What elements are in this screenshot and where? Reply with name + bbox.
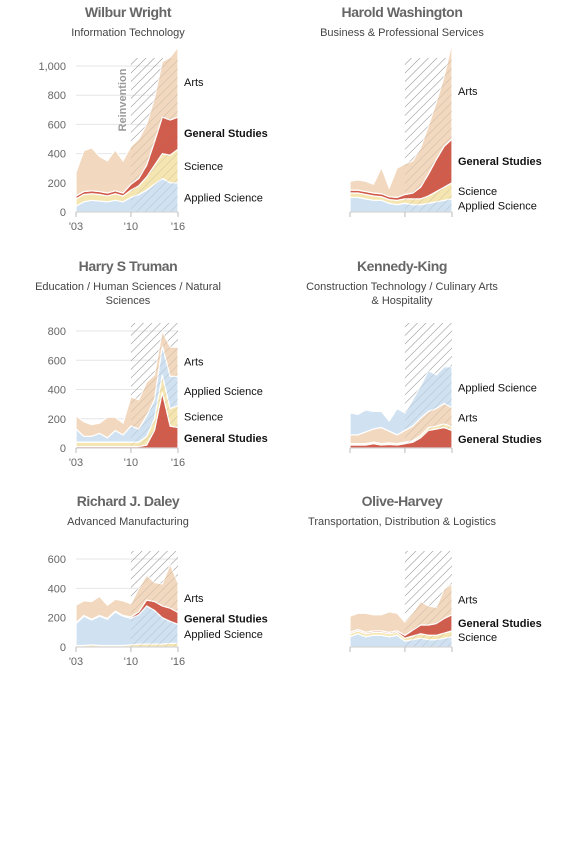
x-tick-label: '03: [69, 221, 83, 233]
y-tick-label: 200: [48, 178, 66, 190]
panel-kennedy-king: Kennedy-King Construction Technology / C…: [274, 254, 566, 489]
series-label-general-studies: General Studies: [184, 433, 268, 445]
series-label-arts: Arts: [184, 593, 204, 605]
series-label-applied-science: Applied Science: [184, 629, 263, 641]
area-chart: 0 200 400 600 800 '03 '10 '16 Arts Applied Scienc…: [0, 254, 292, 489]
x-tick-label: '10: [124, 221, 138, 233]
y-tick-label: 200: [48, 613, 66, 625]
y-tick-label: 200: [48, 414, 66, 426]
reinvention-hatch-overlay: [131, 551, 178, 647]
series-label-arts: Arts: [458, 412, 478, 424]
series-label-applied-science: Applied Science: [184, 386, 263, 398]
x-tick-label: '03: [69, 457, 83, 469]
x-tick-label: '10: [124, 457, 138, 469]
series-label-applied-science: Applied Science: [458, 200, 537, 212]
series-label-arts: Arts: [184, 77, 204, 89]
area-chart: 0 200 400 600 800 1,000 '03 '10 '16 Reinvention Ar…: [0, 0, 292, 235]
series-label-general-studies: General Studies: [458, 434, 542, 446]
area-chart: 0 200 400 600 '03 '10 '16 Arts General Studies Ap…: [0, 489, 292, 724]
y-tick-label: 800: [48, 326, 66, 338]
reinvention-hatch-overlay: [131, 58, 178, 212]
y-tick-label: 600: [48, 119, 66, 131]
series-label-applied-science: Applied Science: [458, 382, 537, 394]
series-label-general-studies: General Studies: [184, 128, 268, 140]
y-tick-label: 600: [48, 355, 66, 367]
panel-wilbur-wright: Wilbur Wright Information Technology 0 20…: [0, 0, 292, 235]
x-tick-label: '16: [171, 457, 185, 469]
y-tick-label: 0: [60, 642, 66, 654]
panel-harold-washington: Harold Washington Business & Professiona…: [274, 0, 566, 235]
y-tick-label: 400: [48, 583, 66, 595]
area-chart: Applied Science Arts General Studies: [274, 254, 566, 489]
x-tick-label: '03: [69, 656, 83, 668]
series-label-general-studies: General Studies: [184, 613, 268, 625]
reinvention-hatch-overlay: [405, 551, 452, 647]
reinvention-hatch-overlay: [131, 323, 178, 448]
area-chart: Arts General Studies Science Applied Scienc…: [274, 0, 566, 235]
series-label-arts: Arts: [458, 86, 478, 98]
series-label-applied-science: Applied Science: [184, 192, 263, 204]
area-chart: Arts General Studies Science: [274, 489, 566, 724]
y-tick-label: 0: [60, 443, 66, 455]
y-tick-label: 800: [48, 90, 66, 102]
x-tick-label: '16: [171, 656, 185, 668]
panel-harry-s-truman: Harry S Truman Education / Human Science…: [0, 254, 292, 489]
series-label-general-studies: General Studies: [458, 618, 542, 630]
y-tick-label: 400: [48, 149, 66, 161]
series-label-arts: Arts: [184, 357, 204, 369]
series-label-science: Science: [184, 161, 223, 173]
series-label-science: Science: [458, 632, 497, 644]
panel-richard-j-daley: Richard J. Daley Advanced Manufacturing …: [0, 489, 292, 724]
x-tick-label: '16: [171, 221, 185, 233]
reinvention-annotation: Reinvention: [117, 68, 129, 131]
series-label-science: Science: [184, 412, 223, 424]
y-tick-label: 0: [60, 207, 66, 219]
y-tick-label: 600: [48, 554, 66, 566]
y-tick-label: 1,000: [38, 61, 66, 73]
y-tick-label: 400: [48, 385, 66, 397]
panel-olive-harvey: Olive-Harvey Transportation, Distributio…: [274, 489, 566, 724]
x-tick-label: '10: [124, 656, 138, 668]
reinvention-hatch-overlay: [405, 58, 452, 212]
series-label-arts: Arts: [458, 594, 478, 606]
series-label-general-studies: General Studies: [458, 156, 542, 168]
reinvention-hatch-overlay: [405, 323, 452, 448]
series-label-science: Science: [458, 186, 497, 198]
